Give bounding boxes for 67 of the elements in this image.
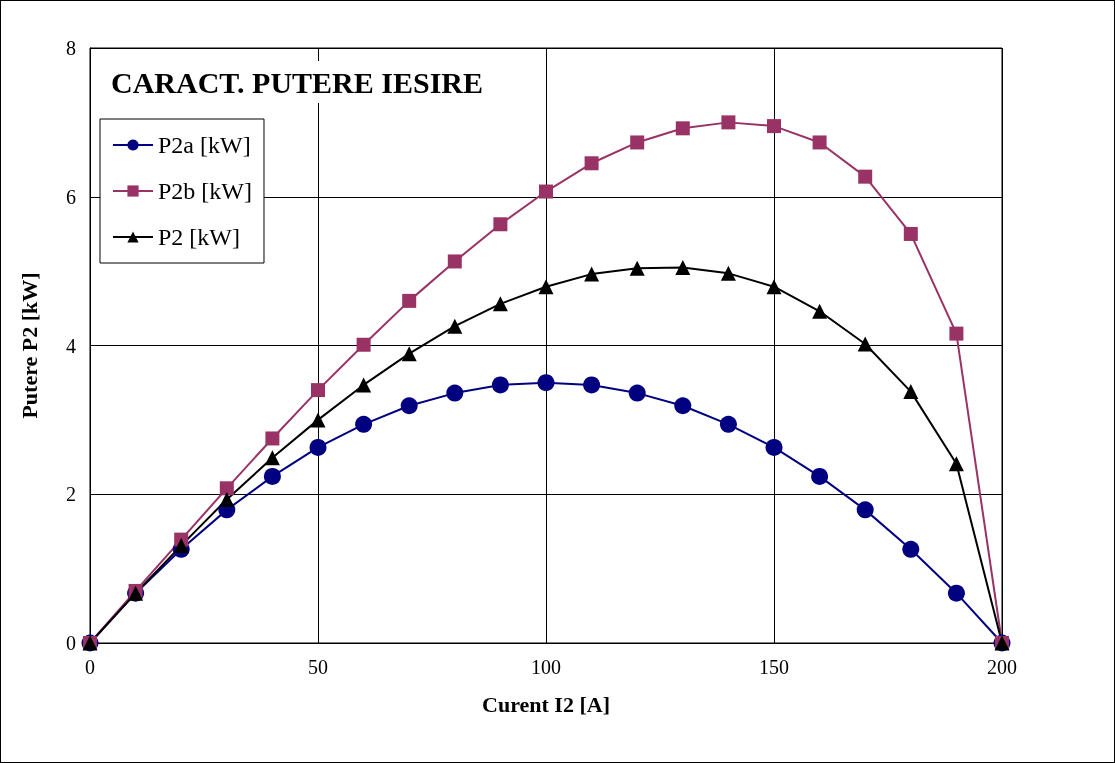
point [219,491,235,507]
point [447,254,462,269]
x-axis-title: Curent I2 [A] [482,691,610,717]
point [857,336,873,352]
point [311,383,325,398]
point [767,119,781,134]
y-tick-label: 2 [66,483,76,506]
y-axis-title: Putere P2 [kW] [16,272,42,419]
point [765,438,783,456]
point [902,540,920,558]
point [675,259,691,275]
point [630,135,645,150]
point [766,279,782,295]
point [720,265,736,281]
point [538,279,554,295]
point [446,384,464,402]
point [402,293,417,308]
point [674,397,692,415]
x-tick-label: 200 [987,656,1017,678]
point [675,121,690,136]
legend-label: P2 [kW] [158,224,240,250]
point [903,384,919,400]
point [265,431,280,446]
y-tick-label: 0 [66,632,76,654]
y-tick-label: 6 [66,185,76,208]
point [584,266,600,282]
point [858,169,873,184]
point [584,156,599,171]
legend-label: P2b [kW] [158,178,252,204]
point [492,296,508,312]
point [629,260,645,276]
point [401,346,417,362]
text: CARACT. PUTERE IESIRE [111,65,484,99]
point [812,135,827,150]
point [949,326,964,341]
point [856,501,874,519]
point [173,538,189,554]
point [491,376,509,394]
x-tick-label: 0 [85,656,95,678]
point [219,481,234,496]
point [628,384,646,402]
y-tick-label: 8 [66,37,76,59]
point [719,415,737,433]
point [812,303,828,319]
x-tick-label: 50 [308,656,328,678]
point [948,456,964,472]
point [493,217,508,232]
point [263,467,281,485]
point [355,415,373,433]
x-tick-label: 100 [531,656,561,678]
point [310,412,326,428]
point [947,584,965,602]
legend-label: P2a [kW] [158,132,251,158]
point [356,377,372,393]
y-tick-label: 4 [66,334,76,357]
point [356,337,371,352]
point [309,438,327,456]
point [264,450,280,466]
point [447,318,463,334]
x-tick-label: 150 [759,656,789,678]
point [537,374,555,392]
point [583,376,601,394]
point [811,467,829,485]
point [539,184,553,199]
point [903,226,918,241]
point [721,115,736,130]
point [400,397,418,415]
